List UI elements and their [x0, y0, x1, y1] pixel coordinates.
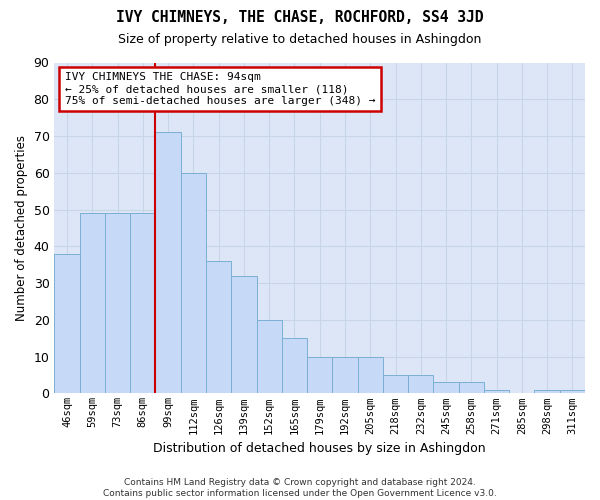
Bar: [358, 356, 383, 394]
Bar: [433, 382, 458, 394]
Bar: [535, 390, 560, 394]
Bar: [105, 213, 130, 394]
Text: IVY CHIMNEYS THE CHASE: 94sqm
← 25% of detached houses are smaller (118)
75% of : IVY CHIMNEYS THE CHASE: 94sqm ← 25% of d…: [65, 72, 376, 106]
Bar: [332, 356, 358, 394]
Bar: [231, 276, 257, 394]
Y-axis label: Number of detached properties: Number of detached properties: [15, 135, 28, 321]
Bar: [80, 213, 105, 394]
Bar: [383, 375, 408, 394]
Bar: [181, 173, 206, 394]
Bar: [458, 382, 484, 394]
Bar: [484, 390, 509, 394]
X-axis label: Distribution of detached houses by size in Ashingdon: Distribution of detached houses by size …: [154, 442, 486, 455]
Bar: [155, 132, 181, 394]
Text: Size of property relative to detached houses in Ashingdon: Size of property relative to detached ho…: [118, 32, 482, 46]
Bar: [282, 338, 307, 394]
Bar: [206, 261, 231, 394]
Text: IVY CHIMNEYS, THE CHASE, ROCHFORD, SS4 3JD: IVY CHIMNEYS, THE CHASE, ROCHFORD, SS4 3…: [116, 10, 484, 25]
Bar: [257, 320, 282, 394]
Bar: [130, 213, 155, 394]
Bar: [55, 254, 80, 394]
Bar: [560, 390, 585, 394]
Text: Contains HM Land Registry data © Crown copyright and database right 2024.
Contai: Contains HM Land Registry data © Crown c…: [103, 478, 497, 498]
Bar: [408, 375, 433, 394]
Bar: [307, 356, 332, 394]
